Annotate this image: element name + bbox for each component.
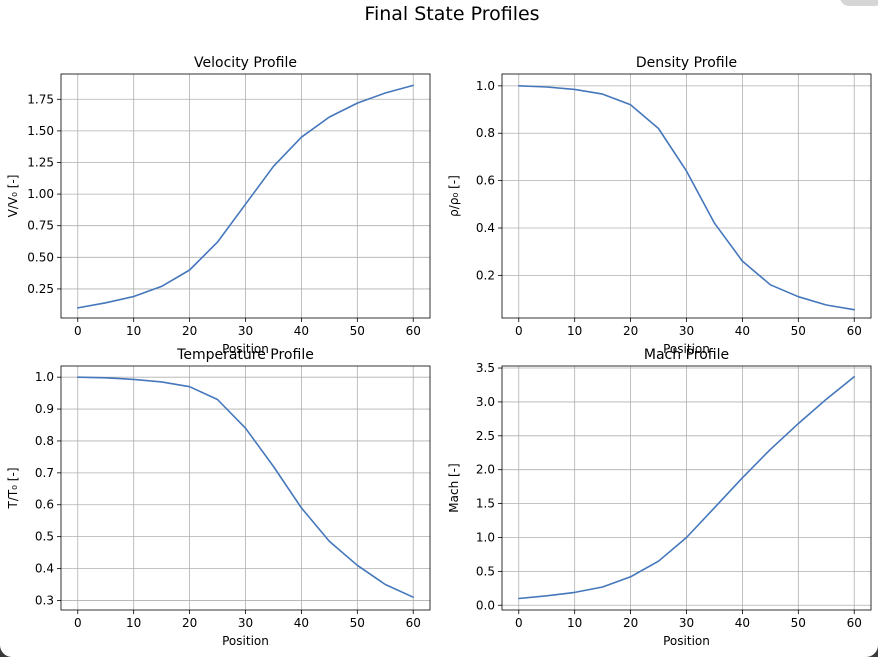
temperature-y-tick-label: 0.6	[35, 498, 54, 512]
mach-x-tick-label: 40	[735, 616, 750, 630]
mach-y-tick-label: 0.5	[476, 564, 495, 578]
temperature-x-tick-label: 50	[350, 616, 365, 630]
temperature-y-tick-label: 0.8	[35, 434, 54, 448]
velocity-x-axis-label: Position	[222, 342, 269, 356]
mach-y-tick-label: 1.0	[476, 530, 495, 544]
temperature-x-axis-label: Position	[222, 634, 269, 648]
velocity-y-tick-label: 1.25	[27, 155, 54, 169]
mach-x-tick-label: 60	[847, 616, 862, 630]
density-y-tick-label: 0.4	[476, 221, 495, 235]
velocity-y-tick-label: 0.50	[27, 250, 54, 264]
mach-x-axis-label: Position	[663, 634, 710, 648]
temperature-title: Temperature Profile	[176, 347, 314, 363]
density-y-tick-label: 0.6	[476, 174, 495, 188]
temperature-y-tick-label: 1.0	[35, 370, 54, 384]
velocity-x-tick-label: 50	[350, 324, 365, 338]
density-x-axis-label: Position	[663, 342, 710, 356]
subplots-group: 0 10 20 30 40 50 600.250.500.751.001.251.501.7…	[6, 55, 872, 648]
mach-y-tick-label: 3.5	[476, 361, 495, 375]
mach-series-line	[517, 375, 856, 600]
density-x-tick-label: 0	[515, 324, 523, 338]
velocity-y-tick-label: 1.00	[27, 187, 54, 201]
temperature-y-tick-label: 0.3	[35, 593, 54, 607]
velocity-x-tick-label: 10	[126, 324, 141, 338]
mach-y-axis-label: Mach [-]	[447, 463, 461, 512]
velocity-y-tick-label: 0.75	[27, 219, 54, 233]
velocity-x-tick-label: 0	[74, 324, 82, 338]
density-x-tick-label: 40	[735, 324, 750, 338]
velocity-x-tick-label: 20	[182, 324, 197, 338]
mach-x-tick-label: 30	[679, 616, 694, 630]
density-series-line	[517, 85, 856, 311]
temperature-x-tick-label: 30	[238, 616, 253, 630]
temperature-x-tick-label: 40	[294, 616, 309, 630]
velocity-y-tick-label: 0.25	[27, 282, 54, 296]
velocity-x-tick-label: 30	[238, 324, 253, 338]
density-x-tick-label: 10	[567, 324, 582, 338]
window-corner-button[interactable]	[840, 0, 878, 6]
density-title: Density Profile	[636, 55, 737, 71]
mach-title: Mach Profile	[644, 347, 729, 363]
temperature-y-tick-label: 0.9	[35, 402, 54, 416]
velocity-x-tick-label: 60	[406, 324, 421, 338]
density-x-tick-label: 50	[791, 324, 806, 338]
velocity-y-axis-label: V/V₀ [-]	[6, 175, 20, 218]
mach-x-tick-label: 10	[567, 616, 582, 630]
velocity-y-tick-label: 1.50	[27, 124, 54, 138]
temperature-x-tick-label: 20	[182, 616, 197, 630]
temperature-series-line	[77, 376, 415, 599]
mach-y-tick-label: 2.5	[476, 429, 495, 443]
temperature-y-axis-label: T/T₀ [-]	[6, 467, 20, 509]
temperature-y-tick-label: 0.5	[35, 530, 54, 544]
density-x-tick-label: 60	[847, 324, 862, 338]
temperature-x-tick-label: 10	[126, 616, 141, 630]
density-x-tick-label: 30	[679, 324, 694, 338]
mach-y-tick-label: 3.0	[476, 395, 495, 409]
density-y-axis-label: ρ/ρ₀ [-]	[447, 175, 461, 217]
velocity-y-tick-label: 1.75	[27, 92, 54, 106]
mach-subplot: 0 10 20 30 40 50 60 0.0 0.5 1.0 1.5 2.0 2.5 3.0 3.5 Mac…	[447, 347, 872, 648]
density-y-tick-label: 1.0	[476, 79, 495, 93]
temperature-x-tick-label: 0	[74, 616, 82, 630]
velocity-subplot: 0 10 20 30 40 50 60 0.25 0.50 0.75 1.00 1.25 1.50 1.7…	[6, 55, 431, 356]
mach-x-tick-label: 0	[515, 616, 523, 630]
temperature-y-tick-label: 0.7	[35, 466, 54, 480]
mach-y-tick-label: 1.5	[476, 497, 495, 511]
density-x-tick-label: 20	[623, 324, 638, 338]
temperature-x-tick-label: 60	[406, 616, 421, 630]
velocity-series-line	[77, 84, 415, 309]
velocity-x-tick-label: 40	[294, 324, 309, 338]
figure-title: Final State Profiles	[364, 3, 539, 25]
temperature-subplot: 0 10 20 30 40 50 60 0.3 0.4 0.5 0.6 0.7 0.8 0.9 1.0 Tem…	[6, 347, 431, 648]
density-y-tick-label: 0.8	[476, 126, 495, 140]
temperature-y-tick-label: 0.4	[35, 562, 54, 576]
velocity-title: Velocity Profile	[194, 55, 297, 71]
density-y-tick-label: 0.2	[476, 268, 495, 282]
mach-y-tick-label: 0.0	[476, 598, 495, 612]
mach-x-tick-label: 20	[623, 616, 638, 630]
mach-x-tick-label: 50	[791, 616, 806, 630]
density-subplot: 0 10 20 30 40 50 60 0.2 0.4 0.6 0.8 1.0 Density Prof…	[447, 55, 872, 356]
mach-y-tick-label: 2.0	[476, 463, 495, 477]
